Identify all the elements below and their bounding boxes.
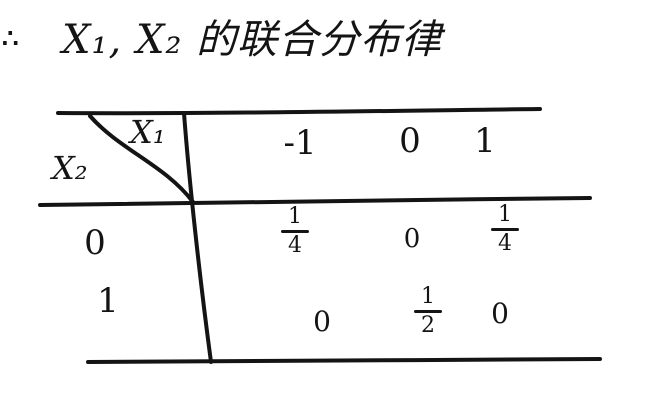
cell-r0-c0-fraction: 1 4 [281, 206, 309, 257]
cell-r1-c2: 0 [491, 297, 509, 330]
fraction-bar [281, 230, 309, 233]
table-bottom-rule [86, 357, 602, 364]
fraction-denominator: 2 [421, 313, 435, 338]
fraction-numerator: 1 [288, 204, 302, 229]
header-separator-rule [38, 196, 592, 207]
cell-r1-c0: 0 [313, 305, 331, 338]
column-header-0: 0 [399, 121, 421, 161]
page-title: X₁, X₂ 的联合分布律 [62, 17, 443, 63]
label-column-divider [182, 111, 213, 364]
cell-r1-c1-fraction: 1 2 [414, 286, 442, 337]
fraction-numerator: 1 [498, 202, 512, 227]
corner-row-variable: X₂ [52, 149, 88, 187]
cell-r0-c1: 0 [403, 224, 421, 254]
fraction-numerator: 1 [421, 284, 435, 309]
table-top-rule [56, 107, 542, 116]
corner-column-variable: X₁ [130, 113, 166, 151]
fraction-denominator: 4 [288, 233, 302, 258]
cell-r0-c2-fraction: 1 4 [491, 204, 519, 255]
column-header-neg1: -1 [283, 123, 317, 163]
column-header-1: 1 [474, 121, 496, 161]
row-label-0: 0 [84, 223, 106, 263]
therefore-marker: ∴ [2, 24, 19, 54]
row-label-1: 1 [97, 281, 119, 321]
fraction-bar [491, 228, 519, 231]
fraction-bar [414, 310, 442, 313]
fraction-denominator: 4 [498, 231, 512, 256]
corner-diagonal-rule [88, 114, 195, 204]
